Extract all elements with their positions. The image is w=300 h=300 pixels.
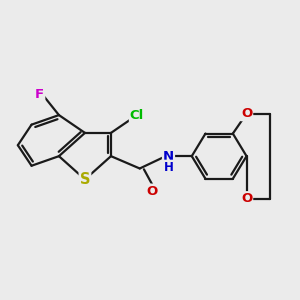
Text: S: S	[80, 172, 90, 187]
Text: O: O	[241, 192, 252, 205]
Text: H: H	[164, 160, 173, 174]
Text: O: O	[241, 107, 252, 120]
Text: F: F	[35, 88, 44, 101]
Text: O: O	[146, 184, 158, 198]
Text: Cl: Cl	[130, 109, 144, 122]
Text: N: N	[163, 150, 174, 163]
